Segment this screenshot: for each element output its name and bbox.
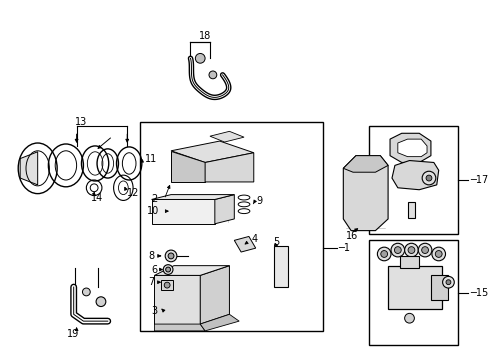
Polygon shape: [154, 266, 229, 275]
Text: ─15: ─15: [469, 288, 487, 298]
Text: 6: 6: [151, 265, 157, 275]
Circle shape: [168, 253, 174, 259]
Circle shape: [165, 267, 170, 272]
Circle shape: [377, 247, 390, 261]
Text: 13: 13: [75, 117, 87, 127]
Circle shape: [434, 251, 441, 257]
Bar: [161, 280, 173, 290]
Text: 8: 8: [148, 251, 155, 261]
Text: ─1: ─1: [338, 243, 350, 253]
Text: 12: 12: [127, 188, 139, 198]
Polygon shape: [397, 139, 426, 157]
Bar: [140, 122, 322, 331]
Polygon shape: [389, 133, 430, 162]
Text: 3: 3: [151, 306, 157, 316]
Circle shape: [431, 247, 445, 261]
Polygon shape: [234, 237, 255, 252]
Bar: [387, 266, 441, 310]
Circle shape: [195, 54, 204, 63]
Polygon shape: [151, 199, 214, 224]
Text: 7: 7: [148, 277, 155, 287]
Polygon shape: [154, 275, 200, 324]
Polygon shape: [151, 195, 234, 199]
Circle shape: [421, 247, 427, 253]
Text: 19: 19: [67, 329, 79, 339]
Polygon shape: [154, 324, 204, 331]
Circle shape: [442, 276, 453, 288]
Circle shape: [445, 280, 450, 285]
Text: 9: 9: [256, 197, 262, 206]
Text: 14: 14: [91, 193, 103, 203]
Circle shape: [404, 243, 417, 257]
Polygon shape: [391, 161, 438, 190]
Circle shape: [390, 243, 404, 257]
Text: 16: 16: [346, 231, 358, 242]
Polygon shape: [171, 141, 253, 162]
Bar: [368, 240, 457, 346]
Circle shape: [165, 250, 177, 262]
Bar: [430, 275, 447, 300]
Polygon shape: [20, 152, 38, 185]
Polygon shape: [200, 314, 239, 331]
Bar: [274, 246, 287, 287]
Circle shape: [380, 251, 387, 257]
Circle shape: [164, 282, 170, 288]
Circle shape: [82, 288, 90, 296]
Bar: [368, 126, 457, 234]
Circle shape: [421, 171, 435, 185]
Polygon shape: [204, 153, 253, 182]
Circle shape: [417, 243, 431, 257]
Polygon shape: [343, 156, 387, 172]
Text: 2: 2: [151, 194, 158, 204]
Text: 5: 5: [273, 237, 279, 247]
Text: ─17: ─17: [469, 175, 487, 185]
Circle shape: [394, 247, 401, 253]
Circle shape: [425, 175, 431, 181]
Bar: [399, 256, 418, 267]
Polygon shape: [214, 195, 234, 224]
Polygon shape: [209, 131, 244, 142]
Text: 4: 4: [251, 234, 257, 244]
Circle shape: [407, 247, 414, 253]
Circle shape: [404, 313, 413, 323]
Circle shape: [96, 297, 105, 306]
Circle shape: [208, 71, 216, 79]
Text: 10: 10: [146, 206, 159, 216]
Circle shape: [163, 265, 173, 274]
Polygon shape: [171, 151, 204, 182]
Text: 11: 11: [144, 154, 157, 163]
Polygon shape: [343, 156, 387, 231]
Bar: [407, 202, 414, 218]
Text: 18: 18: [199, 31, 211, 41]
Polygon shape: [200, 266, 229, 324]
